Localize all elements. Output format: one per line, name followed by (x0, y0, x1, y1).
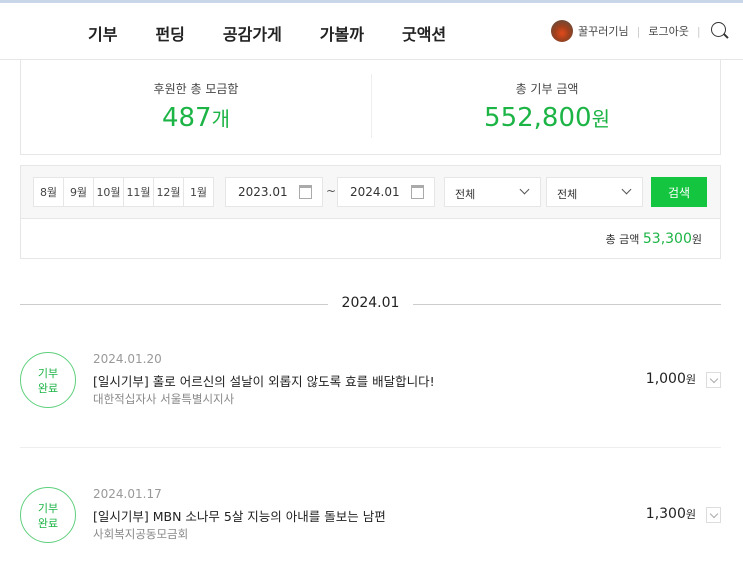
item-date: 2024.01.17 (93, 487, 162, 501)
item-date: 2024.01.20 (93, 352, 162, 366)
amount-number: 552,800 (484, 103, 592, 133)
count-unit: 개 (211, 107, 231, 131)
count-number: 487 (161, 103, 212, 133)
type-select[interactable]: 전체 (444, 177, 541, 207)
nav-store[interactable]: 공감가게 (222, 25, 282, 44)
filter-total: 총 금액 53,300원 (606, 231, 702, 247)
badge-line2: 완료 (37, 382, 59, 395)
filter-row: 8월 9월 10월 11월 12월 1월 2023.01 ~ 2024.01 전… (21, 166, 720, 219)
count-label: 후원한 총 모금함 (153, 82, 239, 96)
amount-unit: 원 (685, 373, 696, 386)
logout-link[interactable]: 로그아웃 (648, 25, 689, 38)
end-date-value: 2024.01 (350, 185, 400, 199)
badge-line2: 완료 (37, 517, 59, 530)
top-border (0, 0, 743, 3)
main-nav: 기부 펀딩 공감가게 가볼까 굿액션 (88, 21, 484, 45)
month-button[interactable]: 12월 (153, 177, 184, 207)
divider (20, 304, 328, 305)
amount-summary: 총 기부 금액 552,800원 (372, 60, 722, 155)
end-date-input[interactable]: 2024.01 (337, 177, 435, 207)
amount-value: 552,800원 (372, 103, 722, 133)
calendar-icon[interactable] (411, 185, 424, 199)
badge-line1: 기부 (37, 502, 59, 515)
user-name[interactable]: 꿀꾸러기님 (578, 25, 629, 38)
category-select[interactable]: 전체 (546, 177, 643, 207)
category-select-value: 전체 (557, 188, 578, 201)
item-organization: 사회복지공동모금회 (93, 527, 189, 541)
amount-unit: 원 (591, 107, 610, 131)
divider (413, 304, 721, 305)
range-separator: ~ (326, 184, 337, 198)
divider (371, 74, 372, 138)
total-label: 총 금액 (605, 233, 640, 246)
item-amount: 1,000원 (646, 371, 696, 387)
donation-summary: 후원한 총 모금함 487개 총 기부 금액 552,800원 (20, 60, 721, 155)
item-title[interactable]: [일시기부] MBN 소나무 5살 지능의 아내를 돌보는 남편 (93, 509, 386, 524)
month-button[interactable]: 11월 (123, 177, 154, 207)
total-amount: 53,300 (642, 231, 692, 247)
filter-panel: 8월 9월 10월 11월 12월 1월 2023.01 ~ 2024.01 전… (20, 165, 721, 259)
chevron-down-icon (621, 184, 632, 195)
expand-toggle[interactable] (706, 372, 721, 388)
chevron-down-icon (519, 184, 530, 195)
item-organization: 대한적십자사 서울특별시지사 (93, 392, 235, 406)
nav-good-action[interactable]: 굿액션 (401, 25, 447, 44)
start-date-value: 2023.01 (238, 185, 288, 199)
avatar[interactable] (551, 20, 573, 42)
month-button[interactable]: 9월 (63, 177, 94, 207)
month-button[interactable]: 8월 (33, 177, 64, 207)
divider: | (696, 24, 701, 38)
amount-number: 1,300 (645, 506, 686, 522)
month-buttons: 8월 9월 10월 11월 12월 1월 (33, 177, 214, 207)
month-button[interactable]: 1월 (183, 177, 214, 207)
header: 기부 펀딩 공감가게 가볼까 굿액션 꿀꾸러기님 | 로그아웃 | (0, 3, 743, 60)
count-value: 487개 (21, 103, 371, 133)
amount-unit: 원 (685, 508, 696, 521)
search-icon[interactable] (710, 22, 729, 40)
total-unit: 원 (691, 233, 702, 246)
type-select-value: 전체 (455, 188, 476, 201)
search-button[interactable]: 검색 (651, 177, 707, 207)
section-month: 2024.01 (341, 295, 400, 311)
divider (20, 447, 721, 448)
calendar-icon[interactable] (299, 185, 312, 199)
amount-label: 총 기부 금액 (515, 82, 579, 96)
month-button[interactable]: 10월 (93, 177, 124, 207)
nav-travel[interactable]: 가볼까 (319, 25, 364, 44)
user-area: 꿀꾸러기님 | 로그아웃 | (551, 20, 729, 42)
amount-number: 1,000 (645, 371, 686, 387)
nav-funding[interactable]: 펀딩 (155, 25, 185, 44)
start-date-input[interactable]: 2023.01 (225, 177, 323, 207)
item-amount: 1,300원 (646, 506, 696, 522)
count-summary: 후원한 총 모금함 487개 (21, 60, 371, 155)
badge-line1: 기부 (37, 367, 59, 380)
divider: | (636, 24, 641, 38)
nav-donate[interactable]: 기부 (88, 25, 118, 44)
expand-toggle[interactable] (706, 507, 721, 523)
item-title[interactable]: [일시기부] 홀로 어르신의 설날이 외롭지 않도록 효를 배달합니다! (93, 374, 435, 389)
month-section-header: 2024.01 (20, 295, 721, 315)
